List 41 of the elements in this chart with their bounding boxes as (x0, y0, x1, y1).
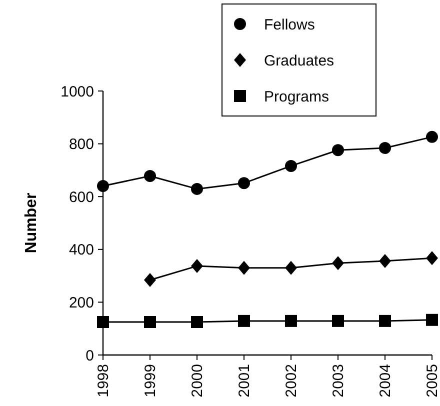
point (285, 260, 297, 275)
point (379, 142, 391, 154)
point (144, 316, 156, 328)
legend-label: Fellows (264, 16, 315, 34)
y-tick-label: 0 (86, 347, 94, 364)
point (332, 256, 344, 270)
point (379, 254, 391, 268)
point (191, 316, 203, 328)
x-tick-label: 1999 (142, 364, 159, 398)
y-tick-label: 200 (68, 294, 94, 312)
x-tick-label: 2003 (330, 364, 347, 398)
point (332, 144, 344, 156)
x-tick-label: 2002 (283, 364, 300, 398)
point (238, 260, 250, 275)
x-tick-label: 1998 (95, 364, 112, 398)
point (97, 180, 109, 192)
legend-label: Graduates (264, 52, 334, 70)
y-tick-label: 800 (68, 136, 94, 154)
point (332, 314, 344, 327)
point (285, 314, 297, 327)
point (426, 251, 438, 266)
point (426, 130, 438, 143)
point (191, 182, 203, 195)
point (144, 170, 156, 182)
point (191, 259, 203, 274)
point (238, 314, 250, 327)
point (97, 316, 109, 328)
y-tick-label: 400 (68, 242, 94, 259)
point (379, 314, 391, 327)
x-tick-label: 2000 (189, 364, 206, 398)
y-tick-label: 600 (68, 188, 94, 206)
point (144, 273, 156, 288)
point (285, 160, 297, 172)
y-tick-label: 1000 (60, 83, 94, 100)
point (426, 314, 438, 326)
x-tick-label: 2004 (377, 364, 394, 398)
legend-label: Programs (264, 88, 330, 106)
x-tick-label: 2005 (424, 364, 440, 398)
x-tick-label: 2001 (236, 364, 253, 398)
y-axis-title: Number (23, 192, 40, 254)
point (238, 177, 250, 190)
